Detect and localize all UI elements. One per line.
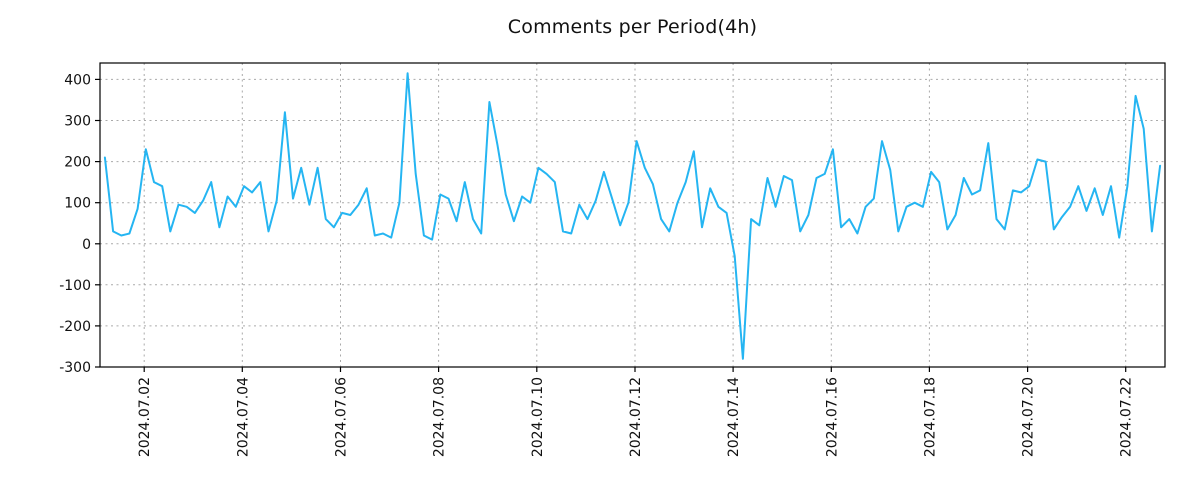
y-tick-label: -200	[59, 319, 91, 335]
y-axis: 400 300 200 100 0 -100 -200 -300	[59, 72, 100, 376]
y-tick-label: 0	[82, 237, 91, 253]
y-tick-label: 200	[64, 155, 91, 171]
y-tick-label: -100	[59, 278, 91, 294]
plot-border	[99, 62, 1166, 368]
series-line	[103, 72, 1162, 360]
y-tick-label: 100	[64, 196, 91, 212]
y-tick-label: -300	[59, 360, 91, 376]
x-tick-label: 2024.07.16	[824, 377, 840, 457]
x-tick-label: 2024.07.22	[1119, 377, 1135, 457]
x-tick-label: 2024.07.04	[235, 377, 251, 457]
y-tick-label: 300	[64, 114, 91, 130]
x-tick-label: 2024.07.06	[334, 377, 350, 457]
x-tick-label: 2024.07.20	[1021, 377, 1037, 457]
x-tick-label: 2024.07.14	[726, 377, 742, 457]
x-tick-label: 2024.07.12	[628, 377, 644, 457]
x-tick-label: 2024.07.10	[530, 377, 546, 457]
x-tick-label: 2024.07.18	[922, 377, 938, 457]
y-tick-label: 400	[64, 72, 91, 88]
x-axis: 2024.07.02 2024.07.04 2024.07.06 2024.07.08…	[137, 367, 1135, 457]
chart-title: Comments per Period(4h)	[507, 16, 758, 38]
x-tick-label: 2024.07.02	[137, 377, 153, 457]
gridlines	[100, 63, 1165, 368]
x-tick-label: 2024.07.08	[432, 377, 448, 457]
